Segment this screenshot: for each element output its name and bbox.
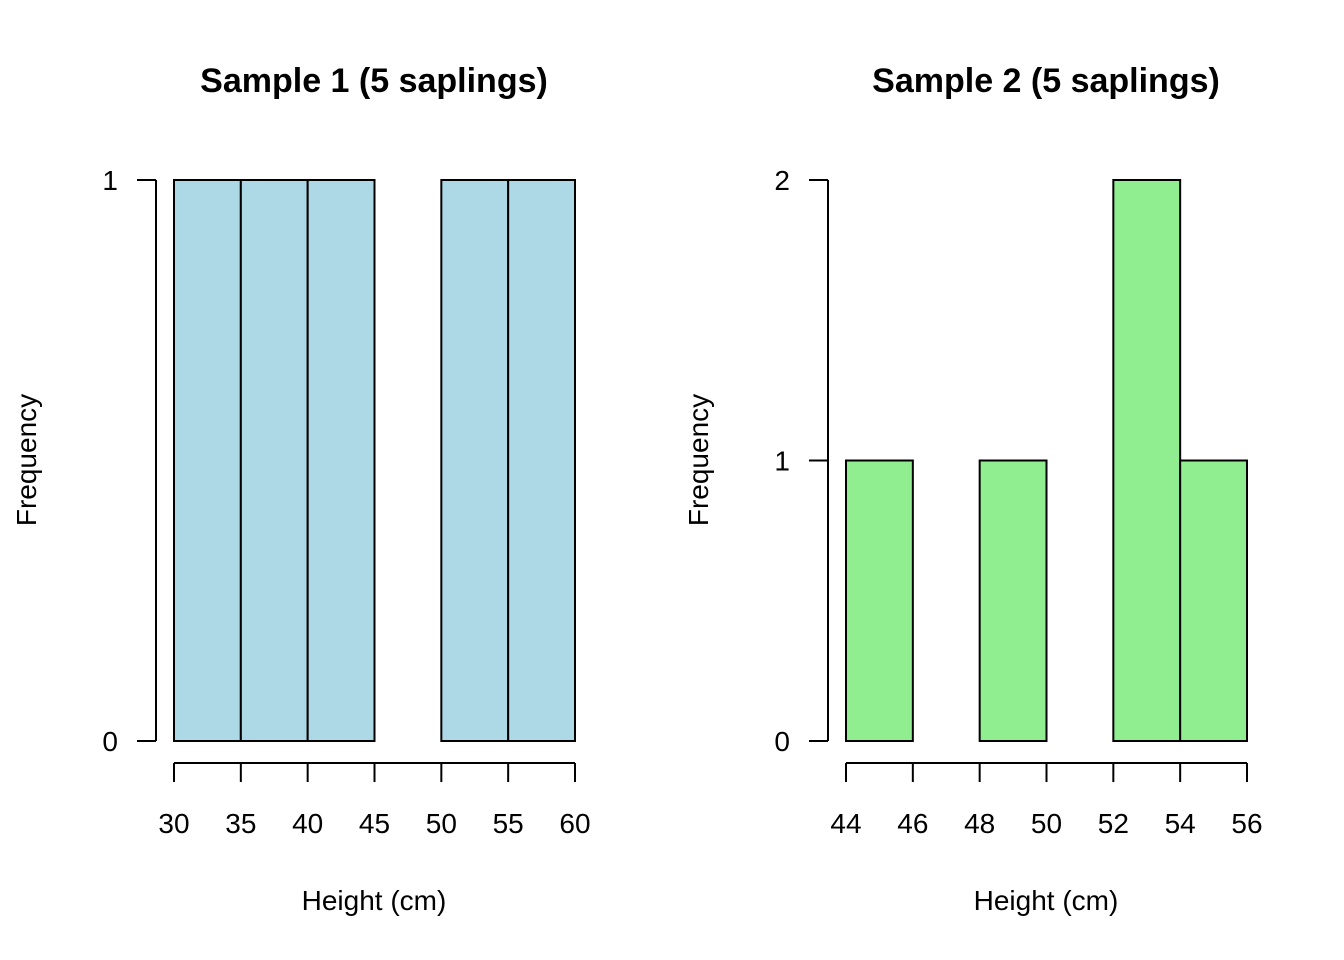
y-tick-label: 0: [102, 726, 118, 757]
x-tick-label: 46: [897, 808, 928, 839]
x-tick-label: 56: [1231, 808, 1262, 839]
x-tick-label: 30: [158, 808, 189, 839]
histogram-bar: [845, 459, 914, 742]
y-tick-label: 1: [774, 446, 790, 477]
x-tick-label: 55: [493, 808, 524, 839]
x-tick-label: 54: [1165, 808, 1196, 839]
bars: [173, 179, 576, 742]
bars: [845, 179, 1248, 742]
y-axis: 01: [102, 165, 157, 757]
y-axis-label: Frequency: [683, 394, 714, 526]
x-tick-label: 50: [1031, 808, 1062, 839]
chart-title: Sample 2 (5 saplings): [872, 62, 1220, 100]
chart-title: Sample 1 (5 saplings): [200, 62, 548, 100]
y-tick-label: 1: [102, 165, 118, 196]
histogram-panel-sample-2: Sample 2 (5 saplings) Height (cm) Freque…: [683, 62, 1263, 916]
x-axis: 44 46 48 50 52 54 56: [830, 762, 1263, 839]
y-axis-label: Frequency: [11, 394, 42, 526]
y-tick-label: 0: [774, 726, 790, 757]
histogram-bar: [173, 179, 242, 742]
histogram-bar: [1112, 179, 1182, 742]
y-axis: 0 1 2: [774, 165, 829, 757]
histogram-bar: [239, 179, 309, 742]
x-tick-label: 44: [830, 808, 861, 839]
x-tick-label: 52: [1098, 808, 1129, 839]
x-tick-label: 35: [225, 808, 256, 839]
histogram-panel-sample-1: Sample 1 (5 saplings) Height (cm) Freque…: [11, 62, 591, 916]
histogram-bar: [1179, 459, 1248, 742]
y-tick-label: 2: [774, 165, 790, 196]
x-axis-label: Height (cm): [974, 885, 1119, 916]
x-tick-label: 40: [292, 808, 323, 839]
x-tick-label: 60: [559, 808, 590, 839]
x-tick-label: 48: [964, 808, 995, 839]
x-axis-label: Height (cm): [302, 885, 447, 916]
x-tick-label: 45: [359, 808, 390, 839]
histogram-bar: [440, 179, 510, 742]
histogram-bar: [507, 179, 576, 742]
x-tick-label: 50: [426, 808, 457, 839]
histogram-bar: [306, 179, 376, 742]
x-axis: 30 35 40 45 50 55 60: [158, 762, 591, 839]
histogram-bar: [978, 459, 1048, 742]
